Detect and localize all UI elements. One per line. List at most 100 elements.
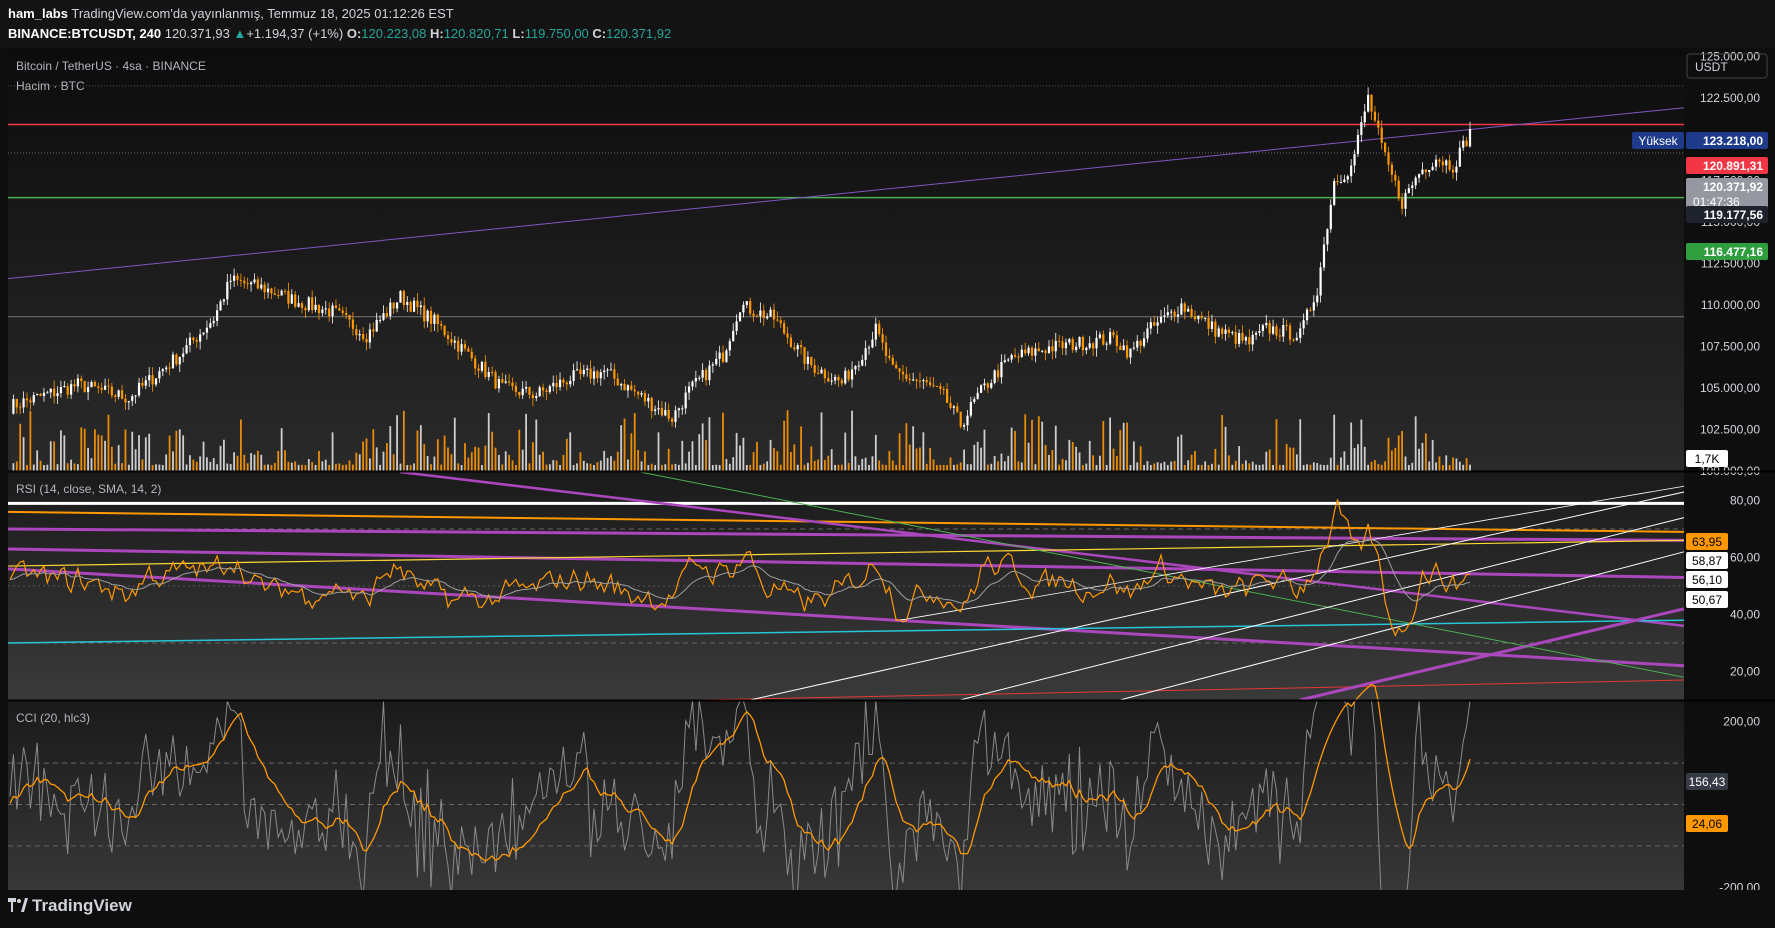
volume-bar: [297, 464, 300, 471]
volume-legend[interactable]: Hacim · BTC: [16, 79, 85, 93]
candle: [599, 372, 602, 379]
volume-bar: [1295, 454, 1298, 471]
candle: [1380, 127, 1383, 143]
volume-bar: [1458, 461, 1461, 471]
candle: [338, 308, 341, 311]
volume-bar: [1139, 446, 1142, 471]
low-value: 119.750,00: [524, 26, 589, 41]
volume-bar: [26, 464, 28, 471]
price-tick-label: 122.500,00: [1700, 91, 1760, 105]
volume-bar: [375, 447, 378, 471]
candle: [538, 387, 541, 397]
rsi-tick-label: 20,00: [1730, 665, 1760, 679]
volume-bar: [1333, 414, 1336, 471]
candle: [463, 344, 467, 349]
tradingview-logo[interactable]: TradingView: [8, 896, 132, 916]
volume-bar: [555, 460, 558, 471]
candle: [912, 379, 915, 381]
author-name[interactable]: ham_labs: [8, 6, 68, 21]
candle: [1390, 164, 1394, 175]
candle: [603, 370, 606, 373]
candle: [1058, 340, 1061, 342]
candle: [766, 316, 769, 319]
volume-bar: [922, 432, 925, 471]
candle: [1336, 180, 1339, 183]
rsi-value-tag: [1686, 533, 1728, 550]
candle: [670, 418, 674, 422]
volume-bar: [284, 450, 286, 471]
candle: [419, 305, 422, 308]
candle: [1451, 169, 1455, 173]
price-pane[interactable]: [8, 48, 1684, 471]
candle: [243, 280, 246, 284]
volume-bar: [195, 461, 198, 471]
volume-bar: [813, 460, 816, 471]
candle: [959, 411, 962, 427]
candle: [273, 293, 276, 296]
symbol-label[interactable]: BINANCE:BTCUSDT, 240: [8, 26, 162, 41]
rsi-trend-white-4: [899, 485, 1685, 621]
volume-bar: [1071, 441, 1074, 471]
candle: [1227, 329, 1231, 333]
volume-bar: [773, 448, 775, 471]
volume-bar: [263, 464, 266, 471]
volume-bar: [681, 440, 684, 471]
candle: [1309, 309, 1312, 311]
volume-bar: [637, 449, 640, 471]
cci-smooth-line: [9, 683, 1471, 862]
candle: [1411, 185, 1414, 189]
volume-bar: [219, 445, 222, 471]
volume-bar: [104, 440, 106, 471]
trading-chart[interactable]: 125.000,00122.500,00120.000,00117.500,00…: [0, 48, 1775, 890]
volume-bar: [633, 413, 636, 471]
candle: [996, 370, 1000, 378]
cci-pane[interactable]: [8, 701, 1684, 890]
candle: [721, 352, 725, 362]
main-series-legend[interactable]: Bitcoin / TetherUS · 4sa · BINANCE: [16, 59, 206, 73]
candle: [1346, 176, 1349, 180]
candle: [1428, 169, 1431, 173]
volume-bar: [433, 456, 436, 471]
volume-bar: [318, 450, 320, 471]
volume-bar: [715, 464, 718, 471]
candle: [300, 303, 304, 308]
candle: [1285, 324, 1288, 326]
candle: [657, 408, 660, 410]
candle: [219, 301, 222, 311]
candle: [643, 393, 647, 402]
candle: [1268, 322, 1271, 334]
volume-bar: [1251, 461, 1254, 471]
candle: [630, 385, 633, 390]
volume-bar: [759, 464, 762, 471]
candle: [857, 365, 860, 367]
volume-bar: [1204, 461, 1207, 471]
candle: [399, 290, 402, 303]
volume-bar: [202, 441, 205, 471]
cci-legend[interactable]: CCI (20, hlc3): [16, 711, 91, 725]
volume-bar: [572, 464, 575, 471]
candle: [514, 386, 518, 392]
candle: [701, 369, 704, 378]
candle: [949, 402, 952, 408]
candle: [504, 381, 507, 383]
volume-bar: [223, 439, 225, 471]
volume-bar: [1068, 439, 1071, 471]
rsi-legend[interactable]: RSI (14, close, SMA, 14, 2): [16, 482, 162, 496]
volume-bar: [1353, 448, 1356, 471]
candle: [423, 305, 426, 322]
candle: [1156, 322, 1159, 326]
candle: [97, 386, 100, 388]
volume-bar: [857, 464, 860, 471]
rsi-trend-orange: [7, 510, 1685, 533]
candle: [592, 371, 596, 379]
candle: [616, 378, 619, 386]
volume-bar: [124, 429, 127, 471]
cci-tick-label: -200,00: [1719, 880, 1760, 890]
volume-bar: [49, 441, 52, 471]
candle: [1407, 188, 1410, 193]
volume-bar: [976, 441, 979, 471]
candle: [1326, 229, 1329, 245]
candle: [772, 309, 776, 320]
candle: [850, 369, 854, 380]
candle: [596, 371, 599, 379]
